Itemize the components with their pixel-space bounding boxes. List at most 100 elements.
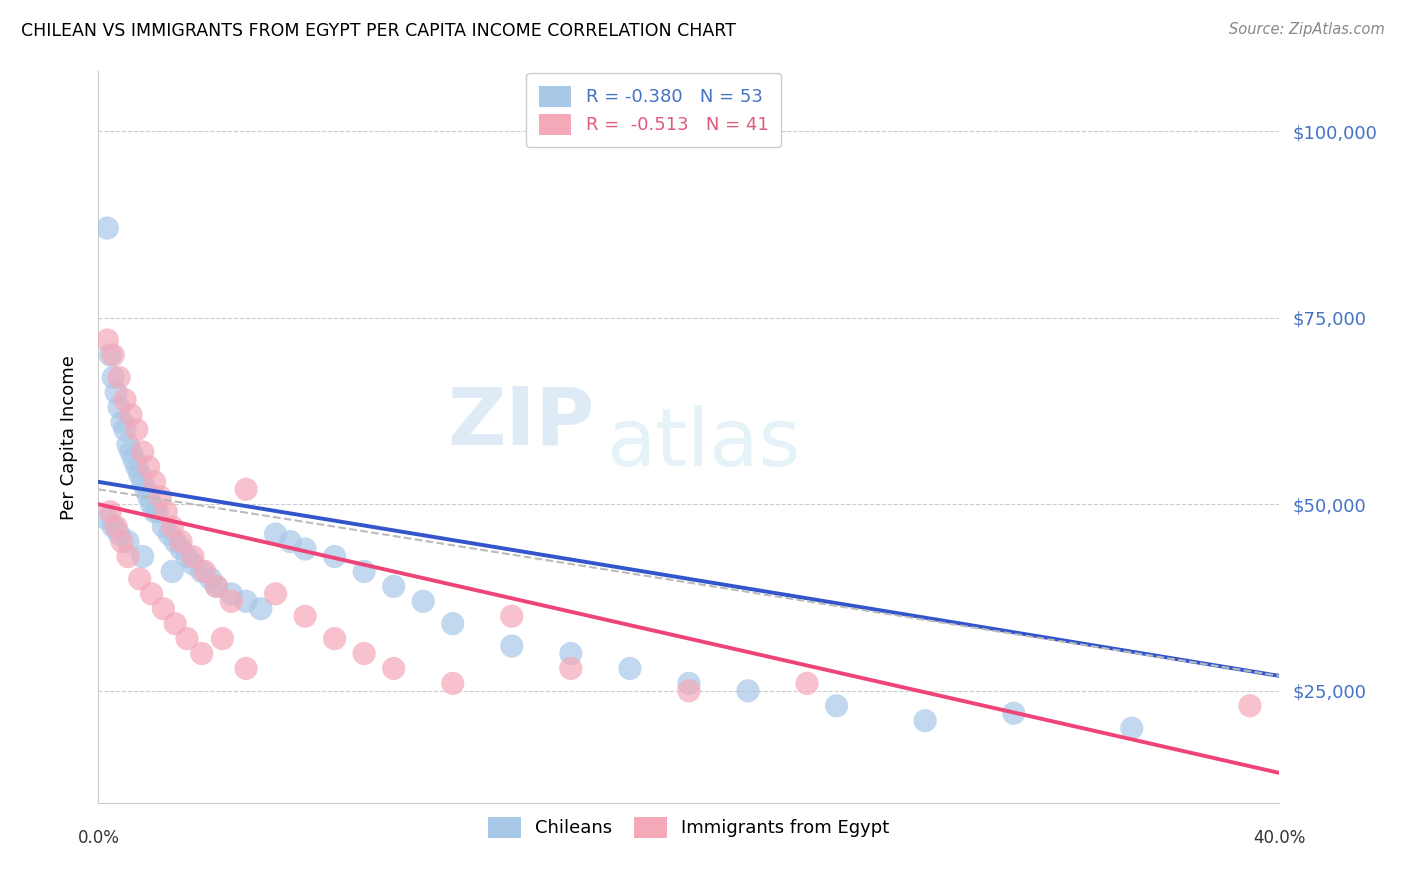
Point	[264, 527, 287, 541]
Point	[194, 565, 217, 579]
Point	[152, 601, 174, 615]
Point	[280, 534, 302, 549]
Point	[1239, 698, 1261, 713]
Point	[181, 557, 204, 571]
Point	[170, 534, 193, 549]
Point	[138, 459, 160, 474]
Point	[200, 572, 222, 586]
Point	[111, 415, 134, 429]
Point	[170, 542, 193, 557]
Point	[117, 437, 139, 451]
Point	[191, 647, 214, 661]
Point	[128, 572, 150, 586]
Text: Per Capita Income: Per Capita Income	[60, 355, 77, 519]
Point	[103, 348, 125, 362]
Point	[98, 505, 121, 519]
Point	[162, 519, 183, 533]
Text: atlas: atlas	[606, 405, 800, 483]
Point	[96, 512, 118, 526]
Point	[205, 579, 228, 593]
Point	[560, 661, 582, 675]
Point	[412, 594, 434, 608]
Legend: Chileans, Immigrants from Egypt: Chileans, Immigrants from Egypt	[481, 810, 897, 845]
Text: Source: ZipAtlas.com: Source: ZipAtlas.com	[1229, 22, 1385, 37]
Point	[441, 616, 464, 631]
Point	[235, 661, 257, 675]
Point	[135, 483, 157, 497]
Point	[221, 594, 243, 608]
Text: ZIP: ZIP	[447, 384, 595, 461]
Point	[264, 587, 287, 601]
Point	[117, 549, 139, 564]
Text: CHILEAN VS IMMIGRANTS FROM EGYPT PER CAPITA INCOME CORRELATION CHART: CHILEAN VS IMMIGRANTS FROM EGYPT PER CAP…	[21, 22, 735, 40]
Point	[323, 632, 346, 646]
Point	[155, 505, 177, 519]
Point	[737, 683, 759, 698]
Point	[796, 676, 818, 690]
Point	[108, 527, 131, 541]
Point	[132, 549, 155, 564]
Point	[165, 534, 187, 549]
Point	[108, 401, 131, 415]
Point	[382, 579, 405, 593]
Point	[353, 647, 375, 661]
Point	[914, 714, 936, 728]
Point	[143, 505, 166, 519]
Point	[678, 683, 700, 698]
Point	[678, 676, 700, 690]
Point	[120, 445, 142, 459]
Point	[294, 542, 316, 557]
Point	[235, 483, 257, 497]
Point	[132, 445, 155, 459]
Point	[149, 490, 172, 504]
Text: 40.0%: 40.0%	[1253, 829, 1306, 847]
Point	[353, 565, 375, 579]
Point	[132, 475, 155, 489]
Point	[143, 475, 166, 489]
Point	[108, 370, 131, 384]
Point	[250, 601, 273, 615]
Point	[221, 587, 243, 601]
Point	[619, 661, 641, 675]
Point	[103, 370, 125, 384]
Point	[103, 519, 125, 533]
Point	[105, 385, 128, 400]
Point	[501, 639, 523, 653]
Point	[165, 616, 187, 631]
Point	[157, 527, 180, 541]
Point	[205, 579, 228, 593]
Point	[120, 408, 142, 422]
Point	[825, 698, 848, 713]
Point	[122, 452, 145, 467]
Point	[114, 423, 136, 437]
Point	[294, 609, 316, 624]
Point	[560, 647, 582, 661]
Point	[211, 632, 233, 646]
Text: 0.0%: 0.0%	[77, 829, 120, 847]
Point	[1002, 706, 1025, 721]
Point	[141, 587, 163, 601]
Point	[1121, 721, 1143, 735]
Point	[382, 661, 405, 675]
Point	[96, 333, 118, 347]
Point	[152, 519, 174, 533]
Point	[191, 565, 214, 579]
Point	[105, 519, 128, 533]
Point	[96, 221, 118, 235]
Point	[441, 676, 464, 690]
Point	[181, 549, 204, 564]
Point	[138, 490, 160, 504]
Point	[117, 534, 139, 549]
Point	[146, 505, 169, 519]
Point	[235, 594, 257, 608]
Point	[501, 609, 523, 624]
Point	[176, 549, 198, 564]
Point	[114, 392, 136, 407]
Point	[323, 549, 346, 564]
Point	[162, 565, 183, 579]
Point	[98, 348, 121, 362]
Point	[141, 497, 163, 511]
Point	[111, 534, 134, 549]
Point	[125, 423, 148, 437]
Point	[125, 459, 148, 474]
